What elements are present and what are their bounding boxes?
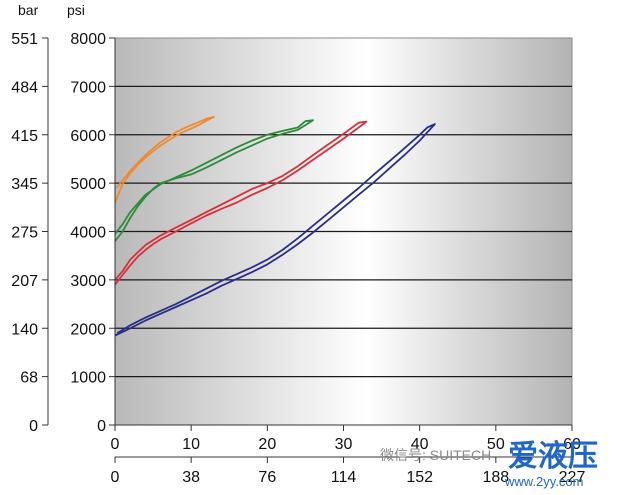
x-tick-label-5: 50 (487, 436, 505, 453)
series-1-line (114, 119, 314, 242)
y-unit-bar: bar (18, 2, 39, 18)
x-tick-label-4: 40 (411, 436, 429, 453)
x-tick-label-0: 0 (111, 436, 120, 453)
psi-tick-label-2: 6000 (70, 128, 106, 145)
bar-tick-label-3: 345 (11, 176, 38, 193)
x2-tick-label-6: 227 (559, 469, 586, 486)
series-2-line (114, 120, 368, 286)
x2-tick-label-4: 152 (406, 469, 433, 486)
x-tick-label-2: 20 (258, 436, 276, 453)
psi-tick-label-3: 5000 (70, 176, 106, 193)
x2-tick-label-1: 38 (182, 469, 200, 486)
bar-tick-label-5: 207 (11, 273, 38, 290)
bar-tick-label-1: 484 (11, 79, 38, 96)
x-tick-label-6: 60 (563, 436, 581, 453)
x2-tick-label-5: 188 (482, 469, 509, 486)
x2-tick-label-2: 76 (258, 469, 276, 486)
bar-tick-label-4: 275 (11, 225, 38, 242)
watermark: 微信号: SUITECH 爱液压 www.2yy.com (380, 440, 598, 489)
x-tick-label-1: 10 (182, 436, 200, 453)
series-0-line (114, 116, 215, 203)
x2-tick-label-3: 114 (331, 469, 357, 486)
y-unit-psi: psi (67, 2, 85, 18)
gridlines (115, 85, 572, 378)
bar-tick-label-8: 0 (29, 418, 38, 435)
bar-tick-label-7: 68 (20, 370, 38, 387)
psi-tick-label-6: 2000 (70, 321, 106, 338)
bar-tick-label-0: 551 (11, 31, 38, 48)
psi-tick-label-4: 4000 (70, 225, 106, 242)
psi-tick-label-1: 7000 (70, 79, 106, 96)
x-axes: 0 0 10 38 20 76 30 114 40 152 50 188 60 227 (111, 424, 586, 486)
watermark-wechat: 微信号: SUITECH (380, 447, 491, 463)
watermark-url: www.2yy.com (504, 474, 584, 489)
series-group (114, 116, 436, 337)
x2-tick-label-0: 0 (111, 469, 120, 486)
psi-tick-label-5: 3000 (70, 273, 106, 290)
psi-tick-label-0: 8000 (70, 31, 106, 48)
watermark-logo: 爱液压 (508, 440, 598, 473)
series-3-line (114, 123, 436, 337)
bar-tick-label-6: 140 (11, 321, 38, 338)
psi-tick-label-7: 1000 (70, 370, 106, 387)
psi-tick-label-8: 0 (97, 418, 106, 435)
x-tick-label-3: 30 (335, 436, 353, 453)
y-axes: 551 8000 484 7000 415 6000 345 5000 275 4000 207 30… (11, 31, 116, 435)
bar-tick-label-2: 415 (11, 128, 38, 145)
